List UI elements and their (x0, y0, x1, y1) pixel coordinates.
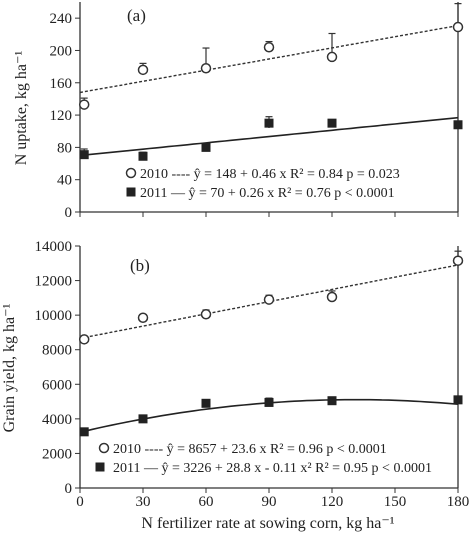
panel-a-fit-2011 (79, 116, 459, 157)
panel-a-point-2010 (137, 64, 149, 76)
panel-b-y-tick-label: 0 (65, 481, 73, 497)
panel-b-point-2011 (264, 397, 274, 407)
panel-b-point-2011 (453, 395, 463, 405)
x-tick-label: 0 (76, 494, 84, 510)
panel-a-point-2011 (138, 151, 148, 161)
legend-a-2010-text: 2010 ---- ŷ = 148 + 0.46 x R² = 0.84 p =… (140, 167, 400, 182)
panel-b-point-2010 (137, 312, 149, 323)
x-tick-label: 30 (136, 494, 151, 510)
x-tick-label: 90 (262, 494, 277, 510)
panel-a-point-2011 (453, 120, 463, 130)
panel-a-y-tick-label: 40 (57, 173, 72, 189)
legend-b-2011-text: 2011 — ŷ = 3226 + 28.8 x - 0.11 x² R² = … (113, 461, 432, 476)
panel-b-point-2010 (326, 291, 338, 303)
panel-b-point-2010 (78, 334, 90, 345)
panel-b-point-2010 (263, 294, 275, 305)
panel-a-y-axis-label: N uptake, kg ha⁻¹ (13, 51, 30, 166)
x-tick-label: 60 (199, 494, 214, 510)
panel-a-label: (a) (127, 6, 146, 25)
panel-b-point-2011 (327, 396, 337, 406)
panel-b-y-tick-label: 8000 (42, 343, 72, 359)
panel-b-y-tick-label: 12000 (35, 274, 73, 290)
panel-a-y-tick-label: 120 (50, 108, 73, 124)
panel-b-point-2011 (79, 427, 89, 437)
x-tick-label: 150 (384, 494, 407, 510)
panel-b-point-2011 (201, 398, 211, 408)
panel-a-point-2011 (201, 142, 211, 152)
panel-b-y-tick-label: 14000 (35, 239, 73, 255)
panel-a-point-2011 (264, 118, 274, 128)
panel-a-y-tick-label: 200 (50, 43, 73, 59)
panel-a-point-2010 (452, 21, 464, 33)
panel-a-point-2011 (79, 150, 89, 160)
panel-b-chart: 0 2000 4000 6000 8000 10000 12000 14000 (b) Gra… (1, 239, 464, 497)
legend-a-2011-text: 2011 — ŷ = 70 + 0.26 x R² = 0.76 p < 0.0… (140, 186, 395, 201)
panel-b-point-2011 (138, 414, 148, 424)
legend-b-2010-marker (98, 442, 110, 454)
x-tick-label: 120 (321, 494, 344, 510)
panel-a-y-tick-label: 240 (50, 11, 73, 27)
panel-a-point-2010 (78, 99, 90, 110)
panel-b-point-2010 (200, 309, 212, 320)
panel-a-y-tick-label: 80 (57, 140, 72, 156)
panel-b-y-tick-label: 2000 (42, 446, 72, 462)
legend-a-2011-marker (126, 187, 136, 197)
x-axis-label: N fertilizer rate at sowing corn, kg ha⁻… (141, 515, 394, 532)
panel-a-point-2010 (200, 62, 212, 74)
x-tick-label: 180 (447, 494, 470, 510)
panel-b-y-tick-label: 10000 (35, 308, 73, 324)
panel-a-y-tick-label: 0 (65, 205, 73, 221)
panel-a-point-2010 (326, 51, 338, 63)
panel-b-point-2010 (452, 255, 464, 266)
panel-b-y-tick-label: 6000 (42, 377, 72, 393)
legend-b-2011-marker (95, 462, 105, 472)
panel-b-y-tick-label: 4000 (42, 412, 72, 428)
panel-a-point-2011 (327, 118, 337, 128)
legend-a-2010-marker (125, 167, 137, 179)
panel-a-point-2010 (263, 41, 275, 53)
legend-b-2010-text: 2010 ---- ŷ = 8657 + 23.6 x R² = 0.96 p … (113, 442, 387, 457)
panel-a-y-tick-label: 160 (50, 76, 73, 92)
panel-a-fit-2010 (79, 24, 459, 94)
panel-b-y-axis-label: Grain yield, kg ha⁻¹ (1, 303, 18, 432)
panel-b-label: (b) (130, 256, 150, 275)
